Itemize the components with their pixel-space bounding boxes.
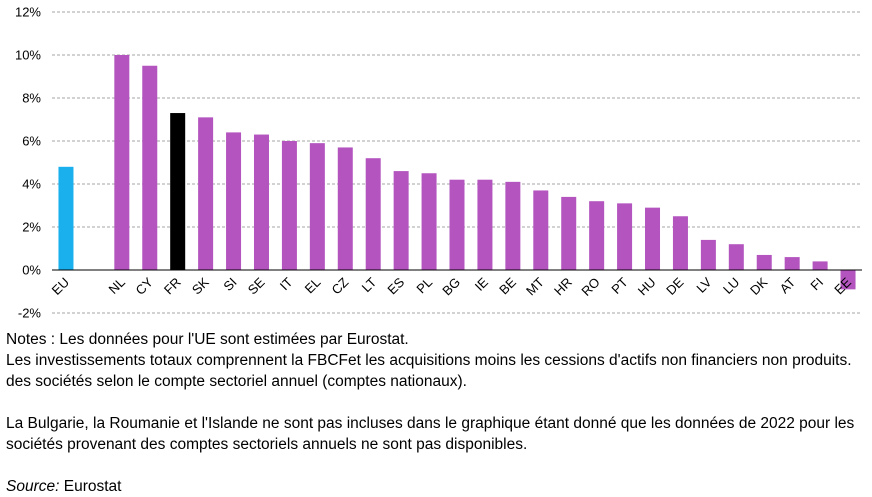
bar-it — [281, 141, 297, 270]
bar-el — [309, 143, 325, 270]
x-tick-label: EL — [302, 275, 324, 297]
y-tick-label: 2% — [22, 220, 41, 235]
bar-lv — [700, 239, 716, 270]
y-tick-label: -2% — [18, 306, 42, 321]
y-tick-label: 8% — [22, 91, 41, 106]
x-tick-label: PT — [608, 274, 630, 296]
x-tick-label: IT — [277, 274, 296, 293]
x-tick-label: ES — [384, 274, 407, 297]
bar-mt — [533, 190, 549, 270]
x-tick-label: HU — [635, 275, 659, 299]
bar-chart: 12% 10% 8% 6% 4% 2% 0% -2% EU NL CY FR SK SI SE IT EL CZ… — [15, 5, 862, 321]
bar-ro — [589, 201, 605, 270]
bar-lt — [365, 158, 381, 270]
bar-sk — [198, 117, 214, 270]
bar-fi — [812, 261, 828, 270]
notes-line-1: Notes : Les données pour l'UE sont estim… — [6, 331, 409, 348]
bar-pl — [421, 173, 437, 270]
x-tick-label: HR — [551, 275, 575, 299]
bar-eu — [58, 166, 74, 270]
x-tick-label: IE — [472, 274, 492, 294]
x-tick-label: MT — [523, 274, 547, 298]
x-tick-label: CY — [133, 274, 157, 298]
bar-ie — [477, 179, 493, 270]
y-tick-label: 4% — [22, 177, 41, 192]
bar-dk — [756, 254, 772, 270]
x-tick-label: SE — [245, 274, 268, 297]
bar-be — [505, 181, 521, 270]
y-tick-label: 6% — [22, 134, 41, 149]
y-axis-ticks: 12% 10% 8% 6% 4% 2% 0% -2% — [15, 5, 41, 321]
bar-se — [253, 134, 269, 270]
x-tick-label: LU — [720, 275, 742, 297]
bar-at — [784, 257, 800, 270]
x-tick-label: LV — [693, 274, 714, 295]
source-value: Eurostat — [63, 478, 122, 495]
x-tick-label: AT — [777, 274, 799, 296]
bar-hr — [561, 196, 577, 270]
x-tick-label: BG — [439, 275, 463, 299]
x-tick-label: FI — [807, 275, 826, 294]
bar-lu — [728, 244, 744, 270]
notes-line-2: Les investissements totaux comprennent l… — [6, 352, 852, 390]
x-tick-label: SI — [220, 275, 239, 294]
source-label: Source: — [6, 478, 60, 495]
y-tick-label: 0% — [22, 263, 41, 278]
bars — [58, 55, 856, 290]
y-tick-label: 10% — [15, 48, 41, 63]
bar-si — [226, 132, 242, 270]
bar-cz — [337, 147, 353, 270]
x-tick-label: BE — [496, 274, 519, 297]
x-tick-label: SK — [189, 274, 212, 297]
bar-pt — [617, 203, 633, 270]
x-tick-label: RO — [578, 275, 602, 299]
bar-bg — [449, 179, 465, 270]
x-tick-label: PL — [413, 275, 435, 297]
x-tick-label: FR — [161, 275, 184, 298]
x-tick-label: NL — [106, 275, 128, 297]
x-tick-label: LT — [359, 274, 380, 295]
x-tick-label: DE — [663, 274, 687, 298]
bar-cy — [142, 65, 158, 270]
bar-es — [393, 171, 409, 270]
bar-ee — [840, 270, 856, 290]
x-tick-label: DK — [747, 274, 771, 298]
bar-nl — [114, 55, 130, 270]
source: Source: Eurostat — [6, 476, 866, 497]
notes: Notes : Les données pour l'UE sont estim… — [6, 329, 866, 497]
bar-hu — [645, 207, 661, 270]
bar-de — [672, 216, 688, 270]
x-axis-labels: EU NL CY FR SK SI SE IT EL CZ LT ES PL BG IE BE MT HR RO PT… — [49, 274, 855, 299]
x-tick-label: EU — [49, 275, 72, 298]
notes-line-3: La Bulgarie, la Roumanie et l'Islande ne… — [6, 415, 855, 453]
bar-fr — [170, 113, 186, 270]
y-tick-label: 12% — [15, 5, 41, 20]
x-tick-label: CZ — [329, 274, 352, 297]
